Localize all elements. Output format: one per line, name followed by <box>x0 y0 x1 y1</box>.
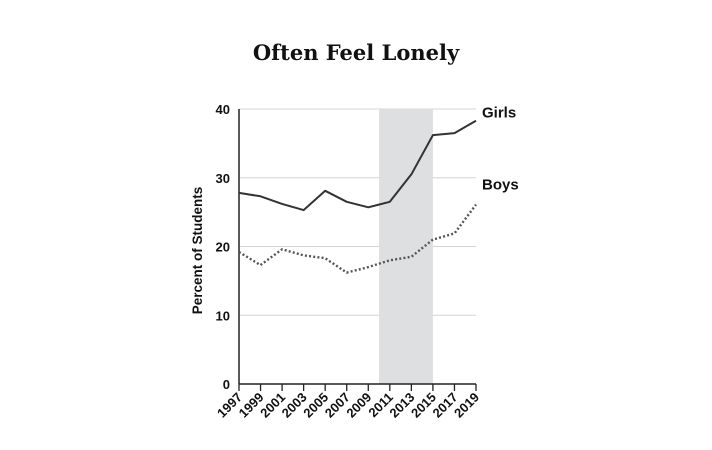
x-tick-label-2019: 2019 <box>451 390 482 421</box>
y-tick-label-40: 40 <box>216 102 230 117</box>
boys-series-line <box>238 203 477 274</box>
boys-series-label: Boys <box>482 177 519 194</box>
girls-series-line <box>238 119 477 212</box>
axes <box>238 109 477 391</box>
girls-series-label: Girls <box>482 105 516 122</box>
chart-title: Often Feel Lonely <box>252 40 460 65</box>
y-tick-label-30: 30 <box>216 171 230 186</box>
y-tick-label-0: 0 <box>223 377 230 392</box>
y-axis-title: Percent of Students <box>190 187 205 315</box>
y-tick-label-20: 20 <box>216 240 230 255</box>
shaded-period <box>379 109 433 384</box>
series-lines <box>238 119 477 274</box>
gridlines <box>239 108 476 316</box>
shaded-region <box>379 109 433 384</box>
y-tick-label-10: 10 <box>216 308 230 323</box>
